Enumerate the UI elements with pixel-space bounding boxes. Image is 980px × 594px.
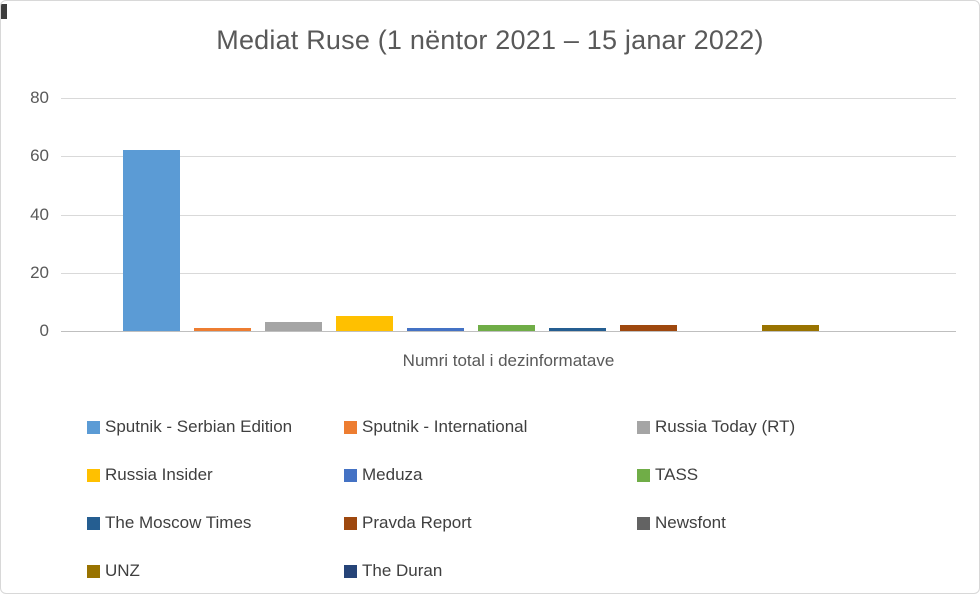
legend-swatch-icon xyxy=(637,516,650,530)
legend-swatch-icon xyxy=(87,420,100,434)
legend-item: TASS xyxy=(637,465,967,485)
x-axis-title: Numri total i dezinformatave xyxy=(402,351,615,370)
legend-label: Russia Today (RT) xyxy=(655,417,796,436)
bar-russia-today-rt xyxy=(265,322,322,331)
legend-label: Meduza xyxy=(362,465,423,484)
legend-item: Russia Insider xyxy=(87,465,344,485)
bar-tass xyxy=(478,325,535,331)
bar-pravda-report xyxy=(620,325,677,331)
legend-item: Meduza xyxy=(344,465,637,485)
legend-item: UNZ xyxy=(87,561,344,581)
legend-label: Sputnik - Serbian Edition xyxy=(105,417,293,436)
legend-item: Sputnik - Serbian Edition xyxy=(87,417,344,437)
gridline xyxy=(61,156,956,157)
gridline xyxy=(61,273,956,274)
legend-label: The Duran xyxy=(362,561,443,580)
legend-label: Newsfont xyxy=(655,513,726,532)
legend-item: The Moscow Times xyxy=(87,513,344,533)
y-axis-tick-label: 40 xyxy=(30,205,49,224)
y-axis-tick-label: 0 xyxy=(39,321,49,340)
bar-the-moscow-times xyxy=(549,328,606,331)
legend-swatch-icon xyxy=(87,468,100,482)
legend-swatch-icon xyxy=(344,516,357,530)
legend-item: The Duran xyxy=(344,561,637,581)
legend-label: UNZ xyxy=(105,561,140,580)
bar-unz xyxy=(762,325,819,331)
legend-label: Sputnik - International xyxy=(362,417,528,436)
x-axis-line xyxy=(61,331,956,332)
legend-swatch-icon xyxy=(344,468,357,482)
legend-label: Russia Insider xyxy=(105,465,213,484)
legend: Sputnik - Serbian Edition Sputnik - Inter… xyxy=(87,403,967,593)
legend-swatch-icon xyxy=(87,564,100,578)
legend-label: TASS xyxy=(655,465,699,484)
gridline xyxy=(61,98,956,99)
screenshot-corner-artifact xyxy=(1,4,7,19)
bar-meduza xyxy=(407,328,464,331)
legend-swatch-icon xyxy=(87,516,100,530)
y-axis-tick-label: 80 xyxy=(30,88,49,107)
y-axis-tick-label: 20 xyxy=(30,263,49,282)
legend-item: Sputnik - International xyxy=(344,417,637,437)
legend-item: Newsfont xyxy=(637,513,967,533)
legend-label: The Moscow Times xyxy=(105,513,252,532)
chart-title: Mediat Ruse (1 nëntor 2021 – 15 janar 20… xyxy=(216,25,764,55)
bar-sputnik-international xyxy=(194,328,251,331)
legend-swatch-icon xyxy=(344,420,357,434)
gridline xyxy=(61,215,956,216)
legend-item: Pravda Report xyxy=(344,513,637,533)
y-axis-tick-label: 60 xyxy=(30,146,49,165)
legend-item: Russia Today (RT) xyxy=(637,417,967,437)
legend-swatch-icon xyxy=(344,564,357,578)
bar-sputnik-serbian-edition xyxy=(123,150,180,331)
legend-swatch-icon xyxy=(637,420,650,434)
bar-russia-insider xyxy=(336,316,393,331)
legend-label: Pravda Report xyxy=(362,513,472,532)
legend-swatch-icon xyxy=(637,468,650,482)
